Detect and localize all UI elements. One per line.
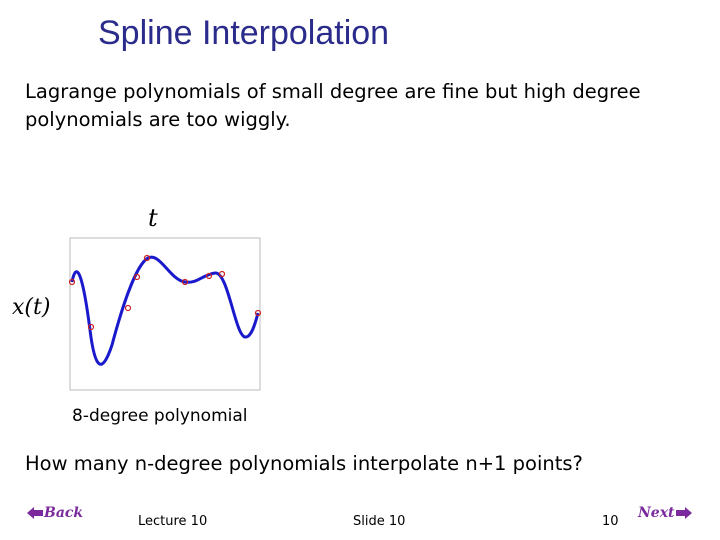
plot-frame bbox=[69, 237, 261, 391]
point bbox=[133, 273, 141, 281]
point bbox=[218, 270, 226, 278]
points bbox=[68, 254, 262, 331]
figure-caption: 8-degree polynomial bbox=[72, 406, 248, 426]
footer-slide: Slide 10 bbox=[353, 514, 406, 529]
back-button[interactable]: Back bbox=[26, 502, 83, 521]
next-label: Next bbox=[638, 505, 675, 521]
footer-lecture: Lecture 10 bbox=[138, 514, 208, 529]
back-arrow bbox=[27, 506, 43, 519]
question-text: How many n-degree polynomials interpolat… bbox=[25, 452, 583, 475]
point bbox=[181, 278, 189, 286]
next-arrow bbox=[675, 506, 692, 519]
point bbox=[68, 278, 76, 286]
curve bbox=[70, 255, 260, 366]
next-button[interactable]: Next bbox=[638, 502, 693, 521]
slide-title: Spline Interpolation bbox=[98, 14, 390, 52]
body-text: Lagrange polynomials of small degree are… bbox=[25, 80, 641, 131]
back-label: Back bbox=[44, 505, 84, 521]
figure: t x(t) bbox=[12, 204, 262, 391]
point bbox=[254, 309, 262, 317]
page-number: 10 bbox=[602, 514, 619, 529]
x-label: t bbox=[148, 204, 158, 232]
point bbox=[205, 272, 213, 280]
point bbox=[143, 254, 151, 262]
point bbox=[124, 304, 132, 312]
point bbox=[87, 323, 95, 331]
y-label: x(t) bbox=[12, 295, 50, 320]
